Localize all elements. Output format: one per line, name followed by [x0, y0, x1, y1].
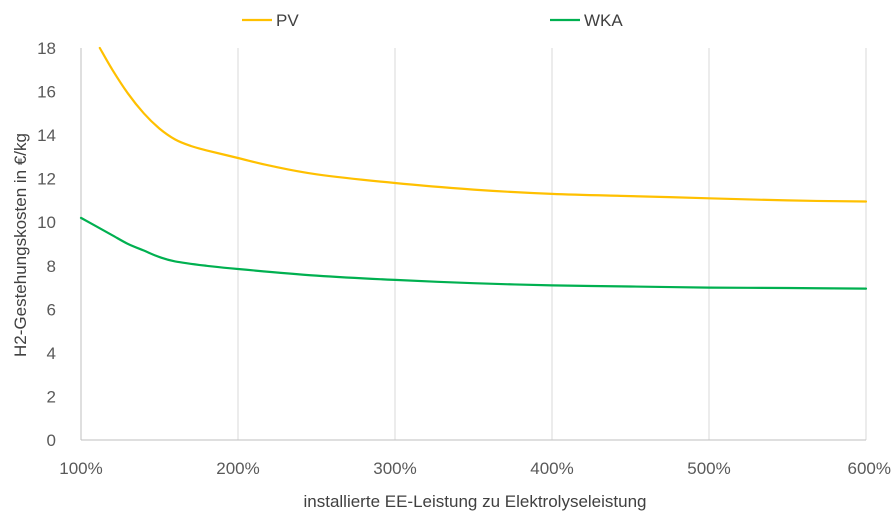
x-tick-label: 400%: [530, 459, 573, 478]
y-tick-label: 10: [37, 213, 56, 232]
legend: PV WKA: [242, 11, 623, 30]
x-tick-label: 300%: [373, 459, 416, 478]
y-tick-label: 12: [37, 170, 56, 189]
y-tick-label: 6: [47, 300, 56, 319]
axis-layer: [80, 48, 866, 441]
x-tick-label: 200%: [216, 459, 259, 478]
y-tick-labels: 0 2 4 6 8 10 12 14 16 18: [37, 39, 56, 450]
y-axis-title: H2-Gestehungskosten in €/kg: [11, 133, 30, 357]
grid-layer: [237, 48, 867, 440]
x-tick-label: 100%: [59, 459, 102, 478]
series-line-pv: [98, 46, 868, 203]
x-tick-labels: 100% 200% 300% 400% 500% 600%: [59, 459, 891, 478]
series-layer: [79, 46, 868, 290]
y-tick-label: 8: [47, 257, 56, 276]
y-tick-label: 0: [47, 431, 56, 450]
x-tick-label: 500%: [687, 459, 730, 478]
x-axis-title: installierte EE-Leistung zu Elektrolysel…: [303, 492, 646, 511]
legend-item-wka: WKA: [550, 11, 623, 30]
series-line-wka: [79, 216, 868, 290]
y-tick-label: 14: [37, 126, 56, 145]
x-tick-label: 600%: [848, 459, 891, 478]
y-tick-label: 2: [47, 387, 56, 406]
y-tick-label: 16: [37, 83, 56, 102]
y-tick-label: 18: [37, 39, 56, 58]
legend-item-pv: PV: [242, 11, 299, 30]
legend-label-pv: PV: [276, 11, 299, 30]
y-tick-label: 4: [47, 344, 56, 363]
legend-label-wka: WKA: [584, 11, 623, 30]
